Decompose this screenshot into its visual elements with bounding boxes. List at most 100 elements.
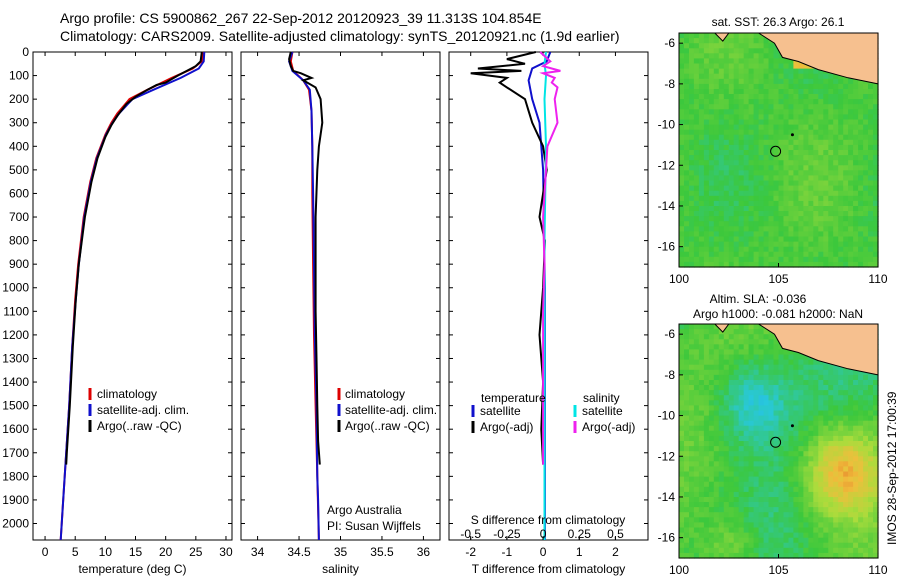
heatmap-cell [693,512,700,518]
heatmap-cell [783,354,790,361]
heatmap-cell [813,89,819,95]
heatmap-cell [778,507,785,513]
heatmap-cell [793,68,799,75]
heatmap-cell [858,385,864,391]
heatmap-cell [858,150,864,156]
heatmap-cell [693,89,700,95]
heatmap-cell [748,430,755,437]
heatmap-cell [783,395,790,401]
heatmap-cell [703,226,710,232]
heatmap-cell [843,385,849,391]
heatmap-cell [698,420,705,427]
series-satellite-adj-clim- [59,51,206,541]
heatmap-cell [868,160,874,166]
heatmap-cell [758,552,765,559]
heatmap-cell [833,155,839,161]
heatmap-cell [684,390,690,396]
heatmap-cell [743,211,750,217]
heatmap-cell [679,185,685,192]
heatmap-cell [863,486,869,493]
heatmap-cell [723,150,730,156]
heatmap-cell [698,400,705,406]
heatmap-cell [689,359,695,366]
heatmap-cell [723,410,730,417]
y-tick-label: 1300 [2,351,29,365]
heatmap-cell [743,430,750,437]
heatmap-cell [848,385,854,391]
heatmap-cell [788,547,795,554]
heatmap-cell [713,491,720,498]
heatmap-cell [863,466,869,473]
heatmap-cell [684,236,690,243]
heatmap-cell [733,364,740,371]
heatmap-cell [703,246,710,253]
heatmap-cell [833,78,839,85]
heatmap-cell [698,512,705,518]
heatmap-cell [778,354,785,361]
heatmap-cell [713,58,720,65]
heatmap-cell [728,43,735,49]
heatmap-cell [853,497,859,503]
heatmap-cell [698,89,705,95]
heatmap-cell [738,170,745,176]
heatmap-cell [758,395,765,401]
heatmap-cell [853,206,859,212]
heatmap-cell [788,425,795,432]
heatmap-cell [823,481,829,488]
heatmap-cell [778,241,785,248]
heatmap-cell [798,155,804,161]
heatmap-cell [788,507,795,513]
heatmap-cell [808,114,814,121]
heatmap-cell [693,385,700,391]
heatmap-cell [733,547,740,554]
heatmap-cell [728,466,735,473]
heatmap-cell [793,359,799,366]
heatmap-cell [723,226,730,232]
heatmap-cell [823,160,829,166]
heatmap-cell [698,537,705,544]
heatmap-cell [853,251,859,258]
heatmap-cell [808,89,814,95]
heatmap-cell [743,58,750,65]
x2-tick-label: 0.25 [568,527,592,541]
heatmap-cell [679,195,685,202]
heatmap-cell [718,73,725,80]
heatmap-cell [728,134,735,141]
series-satellite-adj-clim- [288,51,320,541]
heatmap-cell [768,491,775,498]
heatmap-cell [768,63,775,70]
heatmap-cell [803,124,809,131]
heatmap-cell [733,185,740,192]
heatmap-cell [723,425,730,432]
heatmap-cell [718,246,725,253]
y-tick-label: 700 [9,210,29,224]
heatmap-cell [833,430,839,437]
heatmap-cell [823,471,829,478]
heatmap-cell [803,134,809,141]
heatmap-cell [798,461,804,467]
heatmap-cell [808,552,814,559]
heatmap-cell [863,155,869,161]
heatmap-cell [833,395,839,401]
heatmap-cell [868,216,874,222]
heatmap-cell [723,405,730,412]
heatmap-cell [753,446,760,452]
heatmap-cell [868,206,874,212]
heatmap-cell [778,425,785,432]
y-tick-label: 200 [9,92,29,106]
heatmap-cell [803,359,809,366]
heatmap-cell [723,261,730,268]
heatmap-cell [713,144,720,151]
heatmap-cell [693,226,700,232]
series-argo-raw-qc- [65,51,203,465]
heatmap-cell [738,43,745,49]
heatmap-cell [689,334,695,340]
heatmap-cell [773,486,780,493]
heatmap-cell [873,395,879,401]
heatmap-cell [803,507,809,513]
heatmap-cell [708,165,715,171]
heatmap-cell [693,441,700,447]
heatmap-cell [798,150,804,156]
heatmap-cell [748,206,755,212]
heatmap-cell [679,446,685,452]
